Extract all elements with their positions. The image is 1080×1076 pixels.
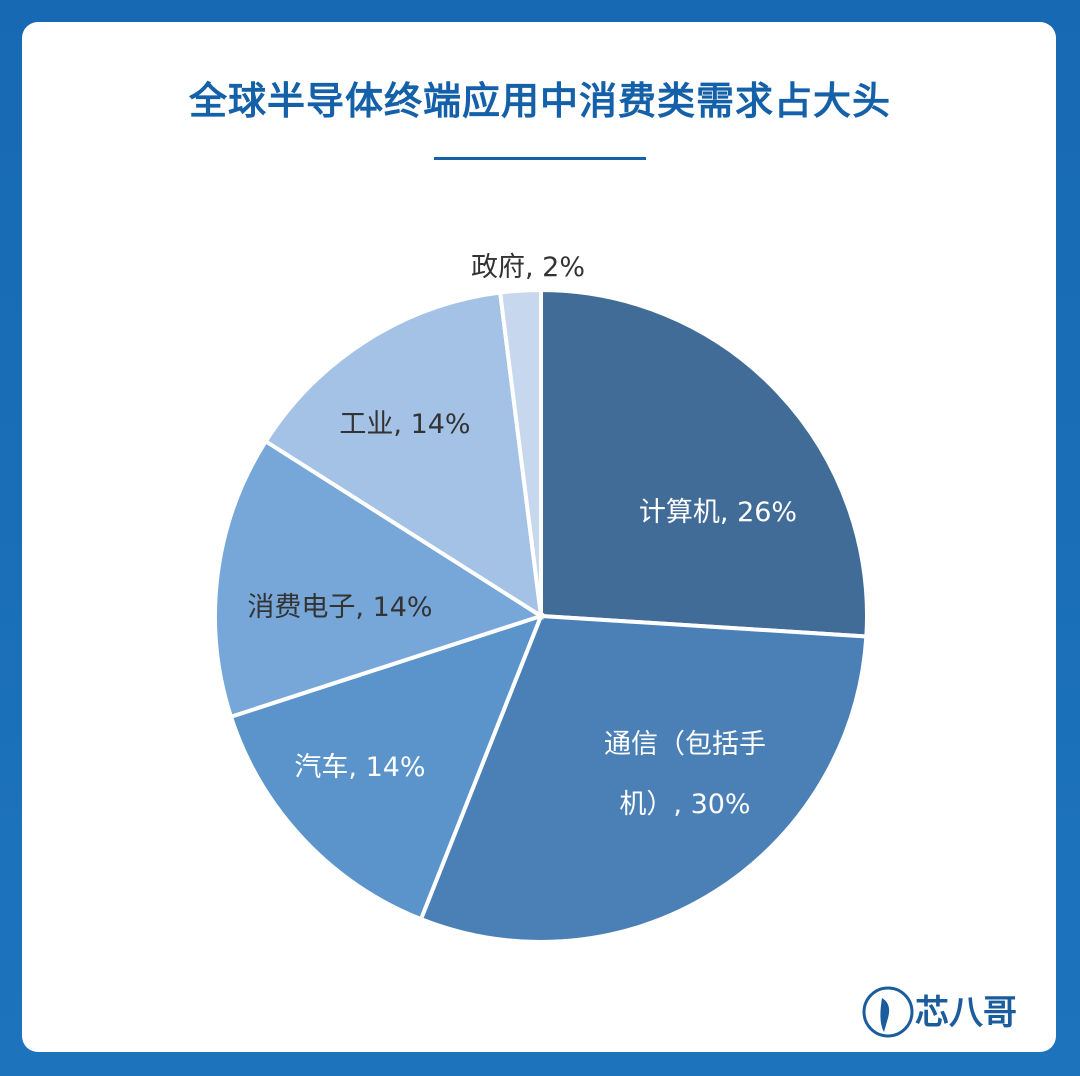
- logo: 芯八哥: [915, 993, 1017, 1033]
- slice-label: 工业, 14%: [339, 409, 471, 440]
- logo-icon: [862, 986, 914, 1038]
- slice-label: 消费电子, 14%: [247, 592, 433, 623]
- slice-label: 汽车, 14%: [294, 752, 426, 783]
- logo-bird: [880, 998, 890, 1032]
- slice-label: 计算机, 26%: [638, 497, 798, 528]
- pie-slice: [539, 287, 869, 639]
- slice-label: 政府, 2%: [471, 252, 585, 283]
- pie-slice: [418, 613, 869, 944]
- pie-slice: [213, 438, 546, 720]
- pie-slice: [262, 290, 544, 620]
- title-rule: [434, 157, 646, 160]
- chart-title: 全球半导体终端应用中消费类需求占大头: [188, 79, 891, 123]
- pie-slice: [497, 287, 543, 617]
- slice-label: 通信（包括手机）, 30%: [604, 729, 766, 820]
